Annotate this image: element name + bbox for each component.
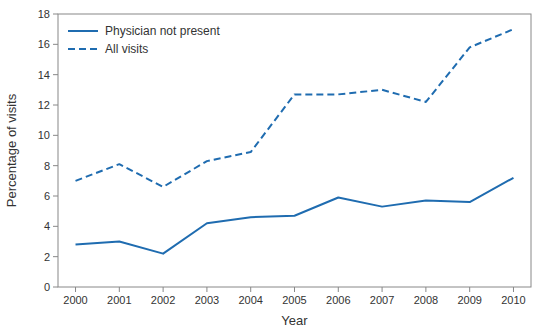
y-tick [53, 44, 58, 45]
x-tick [338, 287, 339, 292]
legend-swatch [68, 48, 98, 50]
x-tick [250, 287, 251, 292]
y-tick [53, 135, 58, 136]
y-axis-label: Percentage of visits [4, 93, 19, 207]
plot-frame [58, 14, 531, 287]
y-tick [53, 165, 58, 166]
y-axis: 0 2 4 6 8 10 12 14 16 18 [38, 8, 58, 293]
y-tick [53, 226, 58, 227]
x-tick [163, 287, 164, 292]
x-tick [425, 287, 426, 292]
y-tick [53, 287, 58, 288]
y-tick-label: 10 [38, 129, 50, 141]
y-tick-label: 0 [44, 281, 50, 293]
x-tick-label: 2003 [195, 294, 219, 306]
x-tick [206, 287, 207, 292]
y-tick [53, 14, 58, 15]
y-tick-label: 4 [44, 220, 50, 232]
x-tick-label: 2000 [63, 294, 87, 306]
y-tick-label: 12 [38, 99, 50, 111]
y-tick-label: 18 [38, 8, 50, 20]
x-tick-label: 2008 [414, 294, 438, 306]
x-tick-label: 2009 [457, 294, 481, 306]
x-tick [119, 287, 120, 292]
series-line [76, 29, 514, 187]
x-tick [469, 287, 470, 292]
x-tick-label: 2010 [501, 294, 525, 306]
x-tick-label: 2001 [107, 294, 131, 306]
y-tick-label: 8 [44, 160, 50, 172]
x-tick-label: 2006 [326, 294, 350, 306]
y-tick-label: 14 [38, 69, 50, 81]
x-tick [294, 287, 295, 292]
legend-label: Physician not present [105, 24, 220, 38]
y-tick-label: 2 [44, 251, 50, 263]
y-tick [53, 74, 58, 75]
x-tick-label: 2002 [151, 294, 175, 306]
x-axis-label: Year [281, 313, 308, 328]
y-tick [53, 105, 58, 106]
x-tick [513, 287, 514, 292]
legend-swatch [68, 30, 98, 32]
x-tick-label: 2005 [282, 294, 306, 306]
chart-container: 2000 2001 2002 2003 2004 2005 2006 2007 2008 2009… [0, 0, 547, 333]
y-tick-label: 6 [44, 190, 50, 202]
x-tick [75, 287, 76, 292]
x-tick-label: 2004 [238, 294, 262, 306]
legend: Physician not present All visits [68, 24, 220, 56]
y-tick [53, 256, 58, 257]
legend-label: All visits [105, 42, 148, 56]
lines [76, 29, 514, 253]
y-tick-label: 16 [38, 38, 50, 50]
x-axis: 2000 2001 2002 2003 2004 2005 2006 2007 2008 2009… [63, 287, 525, 306]
series-line [76, 178, 514, 254]
x-tick-label: 2007 [370, 294, 394, 306]
x-tick [382, 287, 383, 292]
y-tick [53, 196, 58, 197]
chart: 2000 2001 2002 2003 2004 2005 2006 2007 2008 2009… [0, 0, 547, 333]
